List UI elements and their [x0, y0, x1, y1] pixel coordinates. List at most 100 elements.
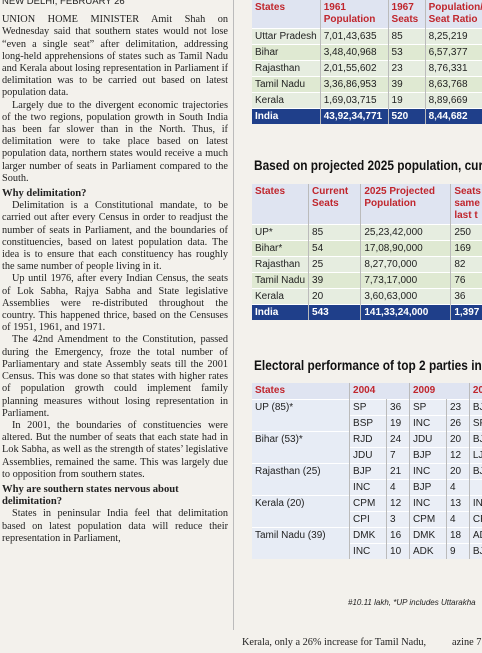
cell: 21	[386, 463, 410, 480]
cell: 23	[388, 60, 426, 77]
cell: CPM	[349, 495, 388, 512]
cell: Tamil Nadu	[252, 272, 310, 289]
cell: 85	[388, 28, 426, 45]
cell: Kerala	[252, 92, 321, 109]
cell: Bihar	[252, 44, 321, 61]
row: Tamil Nadu 39 7,73,17,000 76	[252, 272, 482, 289]
cell: 36	[386, 399, 410, 416]
cell: LJP	[469, 447, 482, 464]
cell: INC	[349, 479, 388, 496]
cell: 12	[386, 495, 410, 512]
dateline: NEW DELHI, FEBRUARY 26	[2, 0, 125, 7]
state-cell: Bihar (53)*	[252, 431, 351, 464]
row: Rajasthan 2,01,55,602 23 8,76,331	[252, 60, 482, 77]
row: Bihar (53)*RJD24JDU20BJP	[252, 431, 482, 464]
state-cell: Kerala (20)	[252, 495, 351, 528]
cell: 18	[446, 527, 470, 544]
cell: 26	[446, 415, 470, 432]
column-header: Seats same last t	[450, 184, 482, 225]
paragraph: Largely due to the divergent economic tr…	[2, 99, 228, 184]
cell: UP*	[252, 224, 310, 241]
cell: 20	[308, 288, 362, 305]
cell: DMK	[349, 527, 388, 544]
subheading: Why are southern states nervous about de…	[2, 483, 179, 508]
header-row: States 2004 2009 20	[252, 383, 482, 400]
row: CPI3CPM4CPI	[252, 511, 482, 528]
cell: Tamil Nadu	[252, 76, 321, 93]
cell: 141,33,24,000	[360, 304, 452, 320]
cell: 7	[386, 447, 410, 464]
cell: India	[252, 108, 321, 124]
cell: 8,44,682	[425, 108, 482, 124]
cell: 2,01,55,602	[320, 60, 389, 77]
paragraph: The 42nd Amendment to the Constitution, …	[2, 334, 228, 419]
table-2025: States Current Seats 2025 Projected Popula…	[252, 184, 482, 320]
cell: 3,48,40,968	[320, 44, 389, 61]
cell: SP	[349, 399, 388, 416]
row: India 43,92,34,771 520 8,44,682	[252, 108, 482, 124]
cell: 3,60,63,000	[360, 288, 452, 305]
row: Bihar* 54 17,08,90,000 169	[252, 240, 482, 257]
column-header: 2009	[409, 383, 470, 400]
cell: BSP	[349, 415, 388, 432]
cell: 4	[446, 479, 470, 496]
cell: 53	[388, 44, 426, 61]
cell: 25	[308, 256, 362, 273]
article: NEW DELHI, FEBRUARY 26 UNION HOME MINISTE…	[2, 0, 228, 653]
cell: 24	[386, 431, 410, 448]
row: BSP19INC26SP	[252, 415, 482, 432]
cell: 85	[308, 224, 362, 241]
cell: 76	[450, 272, 482, 289]
header-row: States Current Seats 2025 Projected Popula…	[252, 184, 482, 225]
cell: 16	[386, 527, 410, 544]
cell: 39	[388, 76, 426, 93]
cell: AD	[469, 527, 482, 544]
cell: INC	[409, 495, 447, 512]
cell: INC	[409, 415, 447, 432]
cell: INC	[349, 543, 388, 559]
cell: Kerala	[252, 288, 310, 305]
cell: RJD	[349, 431, 388, 448]
cell: Rajasthan	[252, 60, 321, 77]
cell: 19	[388, 92, 426, 109]
cell: DMK	[409, 527, 447, 544]
cell: 3,36,86,953	[320, 76, 389, 93]
cell: 543	[308, 304, 362, 320]
row: INC 4 BJP 4	[252, 479, 482, 496]
cell: 13	[446, 495, 470, 512]
column-rule	[233, 0, 234, 630]
cell: 36	[450, 288, 482, 305]
cell: 4	[386, 479, 410, 496]
row: UP* 85 25,23,42,000 250	[252, 224, 482, 241]
cell: CPI	[469, 511, 482, 528]
column-header: 2004	[349, 383, 410, 400]
cell: 8,63,768	[425, 76, 482, 93]
cell: 250	[450, 224, 482, 241]
cell: 9	[446, 543, 470, 559]
cell: India	[252, 304, 310, 320]
cell: 19	[386, 415, 410, 432]
cell: 4	[446, 511, 470, 528]
cell: Bihar*	[252, 240, 310, 257]
cell: BJP	[469, 399, 482, 416]
cell: 8,89,669	[425, 92, 482, 109]
cell: 520	[388, 108, 426, 124]
state-cell: UP (85)*	[252, 399, 351, 432]
cell: SP	[469, 415, 482, 432]
cell: 25,23,42,000	[360, 224, 452, 241]
subheading: Why delimitation?	[2, 188, 87, 200]
cell: 8,27,70,000	[360, 256, 452, 273]
column-header: 20	[469, 383, 482, 400]
paragraph: States in peninsular India feel that del…	[2, 508, 228, 544]
cell: 8,76,331	[425, 60, 482, 77]
row: Kerala 1,69,03,715 19 8,89,669	[252, 92, 482, 109]
cell: 23	[446, 399, 470, 416]
cell: JDU	[409, 431, 447, 448]
cell: 7,01,43,635	[320, 28, 389, 45]
cell: Uttar Pradesh	[252, 28, 321, 45]
cell: 54	[308, 240, 362, 257]
row: Kerala 20 3,60,63,000 36	[252, 288, 482, 305]
cell: ADK	[409, 543, 447, 559]
cell: CPM	[409, 511, 447, 528]
